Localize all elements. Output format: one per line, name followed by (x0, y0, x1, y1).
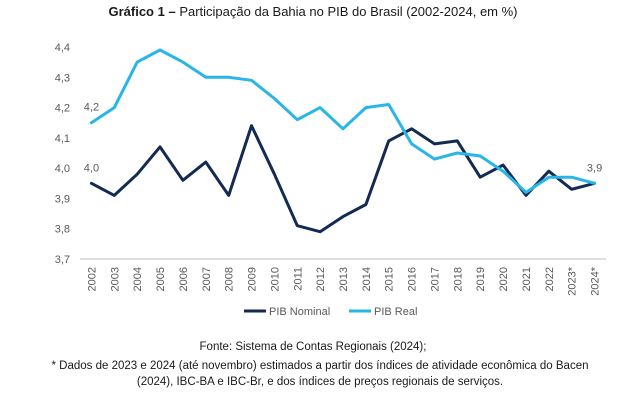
footnote: * Dados de 2023 e 2024 (até novembro) es… (51, 360, 589, 388)
x-tick-label: 2010 (269, 267, 281, 291)
x-tick-label: 2020 (498, 267, 510, 291)
y-tick-label: 4,1 (55, 133, 70, 145)
x-tick-label: 2012 (315, 267, 327, 291)
x-tick-label: 2019 (475, 267, 487, 291)
x-tick-label: 2017 (429, 267, 441, 291)
source-note: Fonte: Sistema de Contas Regionais (2024… (199, 341, 427, 353)
x-tick-label: 2014 (361, 267, 373, 291)
line-chart: 3,7 3,8 3,9 4,0 4,1 4,2 4,3 4,4 2002 2003 2004 2005… (55, 42, 606, 318)
x-tick-label: 2008 (224, 267, 236, 291)
x-tick-label: 2009 (247, 267, 259, 291)
legend-label-pib-nominal: PIB Nominal (269, 306, 330, 318)
chart-title: Gráfico 1 – Participação da Bahia no PIB… (0, 4, 626, 20)
x-tick-label: 2013 (338, 267, 350, 291)
legend-label-pib-real: PIB Real (374, 306, 417, 318)
y-tick-label: 4,2 (55, 103, 70, 115)
x-tick-label: 2018 (452, 267, 464, 291)
x-tick-label: 2021 (521, 267, 533, 291)
x-tick-label: 2004 (132, 267, 144, 291)
y-tick-label: 4,0 (55, 163, 70, 175)
x-tick-label: 2024* (590, 266, 602, 295)
x-tick-label: 2005 (155, 267, 167, 291)
y-tick-label: 3,7 (55, 254, 70, 266)
x-tick-label: 2022 (544, 267, 556, 291)
chart-title-prefix: Gráfico 1 – (108, 4, 176, 19)
series-line-pib-nominal (89, 124, 597, 234)
x-tick-label: 2016 (407, 267, 419, 291)
series-line-pib-real (89, 48, 597, 194)
x-tick-label: 2003 (109, 267, 121, 291)
x-tick-label: 2002 (86, 267, 98, 291)
y-tick-label: 3,8 (55, 224, 70, 236)
chart-title-text: Participação da Bahia no PIB do Brasil (… (179, 4, 518, 19)
x-tick-label: 2015 (384, 267, 396, 291)
x-tick-label: 2023* (567, 266, 579, 295)
x-tick-label: 2011 (292, 267, 304, 291)
data-label: 4,0 (84, 162, 99, 174)
x-tick-label: 2006 (178, 267, 190, 291)
y-tick-label: 3,9 (55, 193, 70, 205)
y-tick-label: 4,3 (55, 72, 70, 84)
data-label: 4,2 (84, 102, 99, 114)
y-tick-label: 4,4 (55, 42, 70, 54)
x-tick-label: 2007 (201, 267, 213, 291)
data-label: 3,9 (587, 162, 602, 174)
